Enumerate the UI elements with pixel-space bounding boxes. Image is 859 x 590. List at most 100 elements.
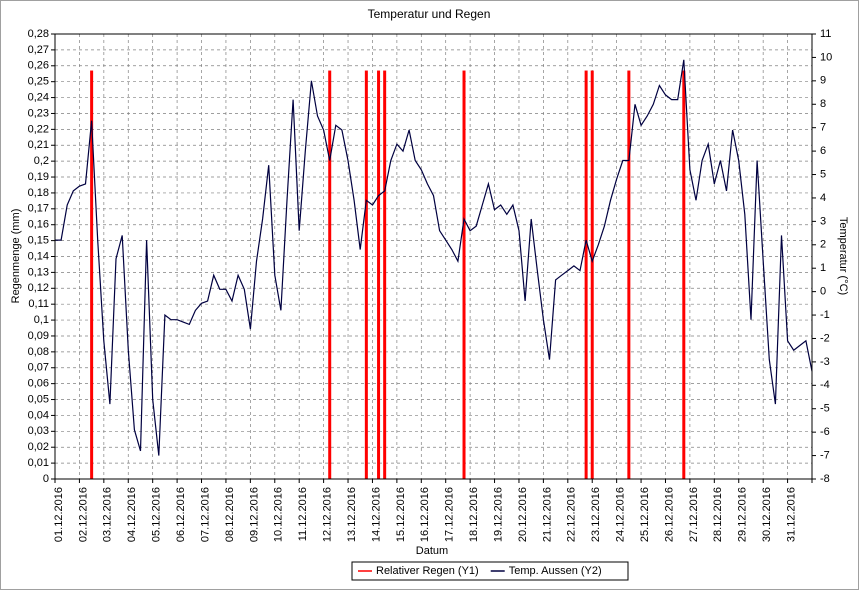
rain-bar: [590, 70, 594, 479]
x-tick-label: 19.12.2016: [492, 487, 504, 542]
y-tick-label: 0,14: [28, 250, 49, 262]
x-tick-label: 18.12.2016: [468, 487, 480, 542]
y2-tick-label: 1: [820, 262, 826, 274]
x-tick-label: 20.12.2016: [517, 487, 529, 542]
y-tick-label: 0,2: [34, 155, 49, 167]
x-axis-label: Datum: [416, 545, 448, 557]
y-tick-label: 0,06: [28, 378, 49, 390]
y2-tick-label: -6: [820, 426, 830, 438]
y2-axis-label: Temperatur (°C): [837, 217, 849, 295]
x-tick-label: 14.12.2016: [370, 487, 382, 542]
x-tick-label: 23.12.2016: [590, 487, 602, 542]
x-tick-label: 08.12.2016: [224, 487, 236, 542]
x-tick-label: 29.12.2016: [737, 487, 749, 542]
y-tick-label: 0,16: [28, 219, 49, 231]
y2-tick-label: 11: [820, 28, 831, 40]
y2-tick-label: -1: [820, 309, 830, 321]
y2-tick-label: -8: [820, 473, 830, 485]
rain-bar: [462, 70, 466, 479]
y-tick-label: 0,04: [28, 409, 49, 421]
x-tick-label: 01.12.2016: [53, 487, 65, 542]
x-tick-label: 09.12.2016: [248, 487, 260, 542]
rain-bar: [383, 70, 387, 479]
y-tick-label: 0: [43, 473, 49, 485]
x-tick-label: 27.12.2016: [688, 487, 700, 542]
legend-label: Temp. Aussen (Y2): [509, 565, 602, 577]
y-tick-label: 0,28: [28, 28, 49, 40]
rain-bar: [377, 70, 381, 479]
y2-tick-label: 4: [820, 192, 826, 204]
x-tick-label: 05.12.2016: [151, 487, 163, 542]
x-tick-label: 04.12.2016: [126, 487, 138, 542]
y-tick-label: 0,07: [28, 362, 49, 374]
legend: Relativer Regen (Y1) Temp. Aussen (Y2): [351, 561, 629, 581]
y2-tick-label: 5: [820, 168, 826, 180]
y2-tick-label: 6: [820, 145, 826, 157]
y-axis-label: Regenmenge (mm): [10, 209, 22, 304]
chart-title: Temperatur und Regen: [368, 7, 491, 21]
x-tick-label: 07.12.2016: [199, 487, 211, 542]
y-tick-label: 0,18: [28, 187, 49, 199]
x-tick-label: 06.12.2016: [175, 487, 187, 542]
y-tick-label: 0,02: [28, 441, 49, 453]
x-tick-label: 28.12.2016: [712, 487, 724, 542]
y-tick-label: 0,21: [28, 139, 49, 151]
y2-tick-label: 3: [820, 215, 826, 227]
y-tick-label: 0,26: [28, 60, 49, 72]
temperature-line: [55, 59, 813, 456]
rain-bar: [90, 70, 94, 479]
x-tick-label: 16.12.2016: [419, 487, 431, 542]
y-tick-label: 0,22: [28, 123, 49, 135]
plot-border: [54, 33, 813, 480]
rain-bar: [584, 70, 588, 479]
x-tick-label: 25.12.2016: [639, 487, 651, 542]
y2-tick-label: 8: [820, 98, 826, 110]
y-tick-label: 0,25: [28, 76, 49, 88]
x-tick-label: 03.12.2016: [102, 487, 114, 542]
legend-label: Relativer Regen (Y1): [376, 565, 479, 577]
y2-tick-label: -3: [820, 356, 830, 368]
rain-bar: [682, 70, 686, 479]
y2-tick-label: -4: [820, 379, 830, 391]
x-tick-label: 15.12.2016: [395, 487, 407, 542]
y-tick-label: 0,19: [28, 171, 49, 183]
y-tick-label: 0,01: [28, 457, 49, 469]
y2-tick-label: -2: [820, 332, 830, 344]
x-tick-label: 24.12.2016: [615, 487, 627, 542]
x-tick-label: 30.12.2016: [761, 487, 773, 542]
x-tick-label: 31.12.2016: [785, 487, 797, 542]
x-tick-label: 11.12.2016: [297, 487, 309, 541]
y-tick-label: 0,11: [28, 298, 49, 310]
x-tick-label: 17.12.2016: [444, 487, 456, 542]
y-tick-label: 0,15: [28, 235, 49, 247]
x-tick-label: 13.12.2016: [346, 487, 358, 542]
x-tick-label: 22.12.2016: [566, 487, 578, 542]
y2-tick-label: 10: [820, 51, 832, 63]
y2-tick-label: 0: [820, 286, 826, 298]
x-tick-label: 12.12.2016: [322, 487, 334, 542]
y-tick-label: 0,08: [28, 346, 49, 358]
y-tick-label: 0,05: [28, 393, 49, 405]
x-tick-label: 10.12.2016: [273, 487, 285, 542]
y-tick-label: 0,17: [28, 203, 49, 215]
x-tick-label: 21.12.2016: [541, 487, 553, 542]
y2-tick-label: 7: [820, 122, 826, 134]
rain-bar: [328, 70, 332, 479]
y-tick-label: 0,09: [28, 330, 49, 342]
y-tick-label: 0,12: [28, 282, 49, 294]
y2-tick-label: -5: [820, 403, 830, 415]
x-tick-label: 26.12.2016: [663, 487, 675, 542]
rain-bar: [364, 70, 368, 479]
y2-tick-label: -7: [820, 449, 830, 461]
legend-box: [351, 561, 629, 581]
y-tick-label: 0,27: [28, 44, 49, 56]
rain-bar: [627, 70, 631, 479]
x-tick-label: 02.12.2016: [77, 487, 89, 542]
y-tick-label: 0,1: [34, 314, 49, 326]
y-tick-label: 0,23: [28, 107, 49, 119]
y-tick-label: 0,03: [28, 425, 49, 437]
y-tick-label: 0,13: [28, 266, 49, 278]
y2-tick-label: 9: [820, 75, 826, 87]
y-tick-label: 0,24: [28, 91, 49, 103]
